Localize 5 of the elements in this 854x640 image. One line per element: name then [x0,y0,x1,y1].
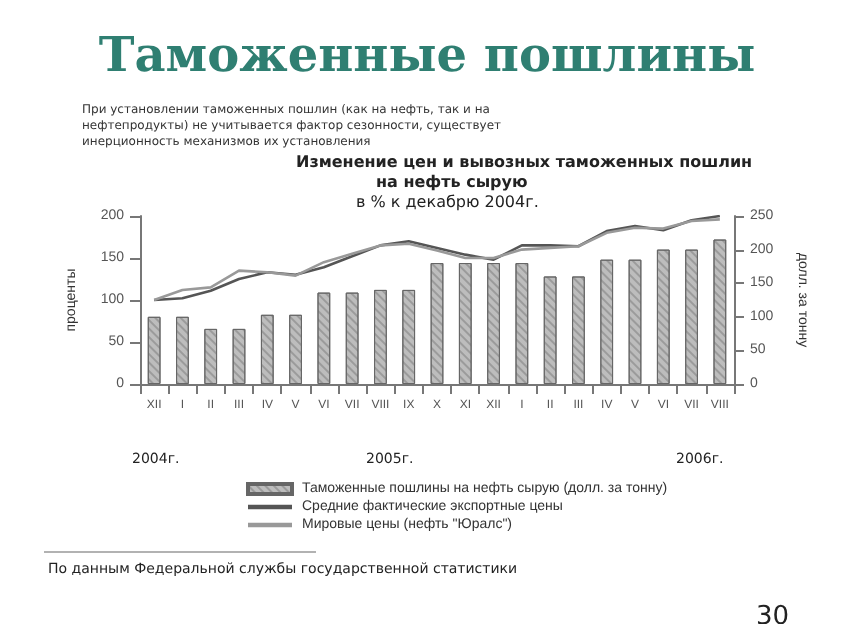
text: в % к декабрю 2004г. [356,193,539,211]
text: на нефть сырую [376,173,528,191]
chart-title: Таможенные пошлины [98,25,756,83]
text: 30 [756,602,790,632]
text: Изменение цен и вывозных таможенных пошлин [296,153,753,171]
